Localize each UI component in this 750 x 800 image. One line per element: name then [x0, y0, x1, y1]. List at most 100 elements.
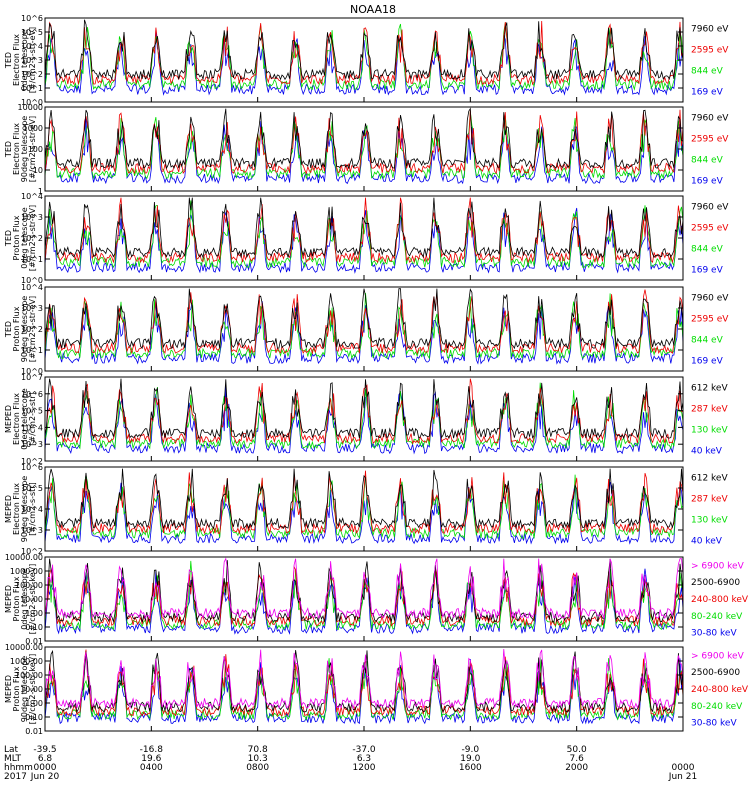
panel-2-frame — [44, 106, 684, 192]
series-3-2-line — [45, 197, 683, 264]
ytick-label-6-3: 10^4 — [21, 505, 43, 514]
series-6-3-line — [45, 473, 683, 540]
ylabel-7-4: [#/cm2-s-str-keV] — [28, 564, 37, 635]
ylabel-2-3: 90deg telescope — [20, 116, 29, 183]
xaxis-tick-2-row-1: -16.8 — [140, 745, 164, 755]
panel-8-traces — [45, 648, 683, 725]
xaxis-tick-6-row-1: 50.0 — [567, 745, 587, 755]
panel-5: 10^2 10^3 10^4 10^5 10^6 10^7 MEPED Electron Fl… — [4, 373, 728, 466]
chart-title: NOAA18 — [350, 3, 396, 16]
legend-6-2: 287 keV — [691, 495, 728, 505]
ytick-label-3-2: 10^1 — [21, 255, 43, 264]
panel-2: 1 10 100 1000 10000 TED Electron Flux 90deg tel… — [4, 103, 729, 196]
series-4-4-line — [45, 300, 683, 365]
legend-4-3: 844 eV — [691, 336, 724, 346]
ylabel-6-1: MEPED — [4, 495, 13, 523]
legend-5-2: 287 keV — [691, 405, 728, 415]
ytick-label-5-5: 10^6 — [21, 390, 43, 399]
ytick-label-2-1: 1 — [38, 187, 43, 196]
ylabel-2-1: TED — [4, 141, 13, 158]
panel-8: 0.01 0.10 1.00 10.00 100.00 1000.00 10000.00 ME… — [4, 643, 749, 736]
ytick-label-4-3: 10^2 — [21, 325, 43, 334]
legend-2-4: 169 eV — [691, 177, 724, 187]
ytick-label-2-4: 1000 — [23, 124, 43, 133]
legend-3-1: 7960 eV — [691, 203, 729, 213]
legend-2-1: 7960 eV — [691, 114, 729, 124]
ytick-label-3-4: 10^3 — [21, 213, 43, 222]
ylabel-7-1: MEPED — [4, 585, 13, 613]
ylabel-3-2: Proton Flux — [12, 215, 21, 260]
ytick-label-7-4: 10.00 — [20, 595, 43, 604]
ylabel-6-4: [#/cm2-s-str] — [28, 482, 37, 535]
panel-4: 10^0 10^1 10^2 10^3 10^4 TED Proton Flux 90deg … — [4, 283, 729, 376]
panel-1: 10^0 10^1 10^2 10^3 10^4 10^5 10^6 TED Electron … — [4, 14, 729, 107]
xaxis-tick-2-row-2: 19.6 — [141, 754, 161, 764]
legend-6-4: 40 keV — [691, 537, 723, 547]
ylabel-3-1: TED — [4, 230, 13, 247]
ylabel-6-3: 90deg telescope — [20, 476, 29, 543]
legend-8-1: > 6900 keV — [691, 651, 745, 661]
ytick-label-1-3: 10^2 — [21, 70, 43, 79]
ytick-label-7-1: 0.01 — [25, 637, 43, 646]
panel-7-traces — [45, 557, 683, 635]
ylabel-4-4: [#/cm2-s-str-eV] — [28, 296, 37, 362]
legend-8-2: 2500-6900 — [691, 668, 740, 678]
xaxis-tick-5-row-3: 1600 — [459, 763, 482, 773]
ylabel-8-3: 90deg telescope — [20, 656, 29, 723]
ytick-label-1-2: 10^1 — [21, 84, 43, 93]
panel-3-frame — [44, 195, 684, 281]
ytick-label-2-3: 100 — [28, 145, 43, 154]
series-2-3-line — [45, 111, 683, 180]
ytick-label-1-6: 10^5 — [21, 28, 43, 37]
xaxis-tick-3-row-1: 70.8 — [248, 745, 268, 755]
legend-8-5: 30-80 keV — [691, 719, 737, 729]
ylabel-2-2: Electron Flux — [12, 123, 21, 175]
ytick-label-8-1: 0.01 — [25, 727, 43, 736]
xaxis-tick-5-row-2: 19.0 — [460, 754, 480, 764]
legend-3-2: 2595 eV — [691, 224, 729, 234]
series-8-1-line — [45, 648, 683, 710]
ytick-label-3-5: 10^4 — [21, 192, 43, 201]
ylabel-2-4: [#/cm2-s-str-eV] — [28, 116, 37, 182]
series-5-2-line — [45, 378, 683, 445]
panel-3: 10^0 10^1 10^2 10^3 10^4 TED Proton Flux 0deg t… — [4, 192, 729, 285]
legend-8-4: 80-240 keV — [691, 702, 743, 712]
ytick-label-8-5: 100.00 — [15, 671, 43, 680]
legend-1-4: 169 eV — [691, 88, 724, 98]
ytick-label-2-5: 10000 — [18, 103, 43, 112]
ylabel-4-2: Proton Flux — [12, 306, 21, 351]
ylabel-1-1: TED — [4, 52, 13, 69]
ytick-label-4-2: 10^1 — [21, 346, 43, 355]
ytick-label-8-3: 1.00 — [25, 699, 43, 708]
ytick-label-3-3: 10^2 — [21, 234, 43, 243]
series-7-5-line — [45, 568, 683, 635]
series-1-2-line — [45, 20, 683, 86]
legend-2-2: 2595 eV — [691, 135, 729, 145]
ytick-label-1-1: 10^0 — [21, 98, 43, 107]
ylabel-6-2: Electron Flux — [12, 483, 21, 535]
ytick-label-8-4: 10.00 — [20, 685, 43, 694]
ylabel-3-4: [#/cm2-s-str-eV] — [28, 205, 37, 271]
ytick-label-4-1: 10^0 — [21, 367, 43, 376]
xaxis-tick-4-row-3: 1200 — [353, 763, 376, 773]
ytick-label-6-5: 10^6 — [21, 463, 43, 472]
ytick-label-8-2: 0.10 — [25, 713, 43, 722]
legend-6-1: 612 keV — [691, 474, 728, 484]
xaxis-tick-7-row-3: 0000 — [672, 763, 695, 773]
legend-7-3: 240-800 keV — [691, 595, 749, 605]
ylabel-1-4: [#/cm2-s-str-eV] — [28, 27, 37, 93]
ytick-label-1-7: 10^6 — [21, 14, 43, 23]
ytick-label-1-5: 10^4 — [21, 42, 43, 51]
xaxis-tick-6-row-3: 2000 — [565, 763, 588, 773]
legend-2-3: 844 eV — [691, 156, 724, 166]
ytick-label-8-7: 10000.00 — [5, 643, 43, 652]
legend-4-1: 7960 eV — [691, 294, 729, 304]
ylabel-3-3: 0deg telescope — [20, 207, 29, 268]
legend-4-4: 169 eV — [691, 357, 724, 367]
ylabel-4-1: TED — [4, 321, 13, 338]
ylabel-1-3: 0deg telescope — [20, 29, 29, 90]
ytick-label-5-6: 10^7 — [21, 373, 43, 382]
ylabel-7-2: Proton Flux — [12, 576, 21, 621]
ytick-label-7-7: 10000.00 — [5, 553, 43, 562]
